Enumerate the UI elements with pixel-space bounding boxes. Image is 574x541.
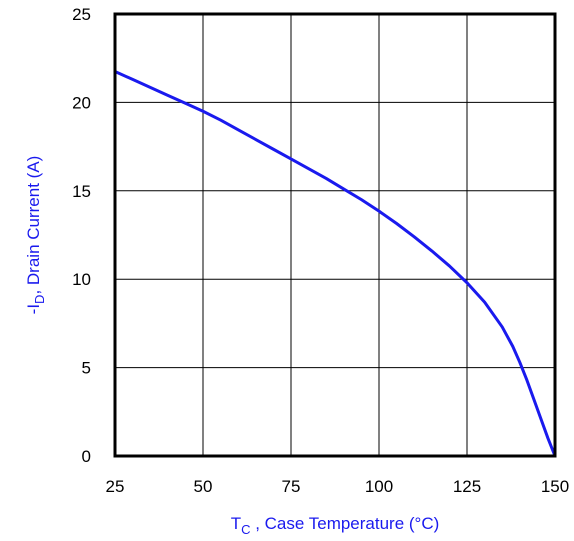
x-axis-ticks: 25 50 75 100 125 150 bbox=[106, 477, 570, 496]
series-group bbox=[113, 69, 557, 458]
x-tick-label-25: 25 bbox=[106, 477, 125, 496]
y-tick-label-5: 5 bbox=[82, 359, 91, 378]
x-tick-label-125: 125 bbox=[453, 477, 481, 496]
y-tick-label-0: 0 bbox=[82, 447, 91, 466]
y-axis-title-main: -I bbox=[24, 304, 43, 314]
series-line-1 bbox=[113, 69, 557, 458]
x-axis-title-rest: , Case Temperature (°C) bbox=[250, 514, 439, 533]
y-tick-label-10: 10 bbox=[72, 270, 91, 289]
x-tick-label-50: 50 bbox=[194, 477, 213, 496]
y-axis-title-subscript: D bbox=[32, 295, 47, 304]
x-tick-label-150: 150 bbox=[541, 477, 569, 496]
y-axis-title: -ID, Drain Current (A) bbox=[24, 156, 47, 315]
x-axis-title: TC , Case Temperature (°C) bbox=[231, 514, 440, 537]
x-tick-label-100: 100 bbox=[365, 477, 393, 496]
x-axis-title-main: T bbox=[231, 514, 241, 533]
chart-grid bbox=[115, 14, 555, 456]
y-tick-label-25: 25 bbox=[72, 5, 91, 24]
x-tick-label-75: 75 bbox=[282, 477, 301, 496]
plot-frame bbox=[113, 12, 557, 458]
y-axis-ticks: 0 5 10 15 20 25 bbox=[72, 5, 91, 466]
y-tick-label-20: 20 bbox=[72, 93, 91, 112]
y-tick-label-15: 15 bbox=[72, 182, 91, 201]
y-axis-title-rest: , Drain Current (A) bbox=[24, 156, 43, 295]
x-axis-title-subscript: C bbox=[241, 522, 250, 537]
